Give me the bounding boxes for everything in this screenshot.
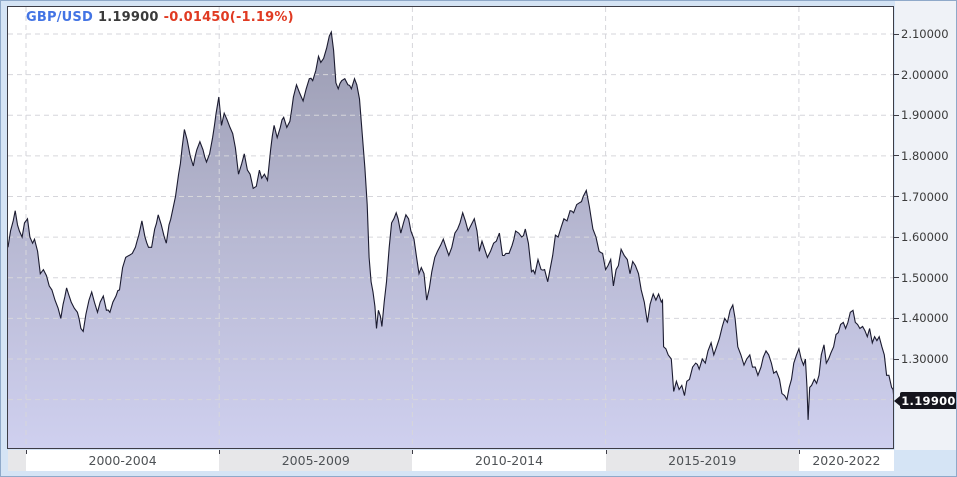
y-axis-label: 1.80000 xyxy=(894,149,949,163)
price-area-fill xyxy=(8,32,893,448)
x-axis-band-2000-2004: 2000-2004 xyxy=(26,450,219,471)
x-axis-band-2005-2009: 2005-2009 xyxy=(219,450,413,471)
x-axis-band-label: 2005-2009 xyxy=(281,453,350,468)
y-axis-label: 1.70000 xyxy=(894,190,949,204)
x-axis-band-label: 2000-2004 xyxy=(88,453,157,468)
y-axis-label-text: 1.70000 xyxy=(901,189,949,204)
y-axis-label: 1.50000 xyxy=(894,271,949,285)
y-axis-label-text: 2.10000 xyxy=(901,27,949,41)
x-axis-band xyxy=(8,450,26,471)
x-axis-band-label: 2015-2019 xyxy=(668,453,737,468)
y-axis-tick xyxy=(894,236,899,238)
y-axis-tick xyxy=(894,317,899,319)
y-axis-label: 1.30000 xyxy=(894,352,949,366)
y-axis-label: 2.10000 xyxy=(894,27,949,41)
plot-area[interactable]: GBP/USD 1.19900 -0.01450(-1.19%) xyxy=(7,6,894,449)
x-axis-band-2010-2014: 2010-2014 xyxy=(412,450,605,471)
y-axis-label: 1.60000 xyxy=(894,230,949,244)
x-axis-band-2020-2022: 2020-2022 xyxy=(799,450,894,471)
y-axis-label-text: 1.50000 xyxy=(901,270,949,285)
y-axis-label-text: 1.80000 xyxy=(901,148,949,163)
x-axis-band-2015-2019: 2015-2019 xyxy=(605,450,799,471)
y-axis-label-text: 1.60000 xyxy=(901,230,949,245)
x-axis-band-label: 2010-2014 xyxy=(474,453,544,468)
y-axis-tick xyxy=(894,196,899,197)
y-axis-label: 1.40000 xyxy=(894,311,949,325)
current-price-badge: 1.19900 xyxy=(894,392,956,410)
x-axis-tick xyxy=(412,450,414,454)
y-axis-tick xyxy=(894,358,899,360)
price-line xyxy=(8,30,893,420)
x-axis-tick xyxy=(605,450,607,454)
y-axis-tick xyxy=(894,74,899,76)
y-axis-label: 1.90000 xyxy=(894,108,949,122)
x-axis-tick xyxy=(26,450,27,454)
y-axis-label-text: 1.40000 xyxy=(901,311,949,326)
gridlines xyxy=(8,7,893,448)
y-axis-tick xyxy=(894,33,899,35)
y-axis-tick xyxy=(894,277,899,279)
time-axis[interactable]: 2000-2004 2005-2009 2010-2014 2015-2019 2020… xyxy=(8,450,894,471)
price-area-chart xyxy=(8,7,893,448)
x-axis-band-label: 2020-2022 xyxy=(812,453,881,468)
x-axis-tick xyxy=(219,450,221,454)
symbol-header: GBP/USD 1.19900 -0.01450(-1.19%) xyxy=(26,10,294,25)
price-change: -0.01450(-1.19%) xyxy=(163,10,294,25)
last-price: 1.19900 xyxy=(97,10,159,25)
y-axis-tick xyxy=(894,155,899,157)
y-axis-label-text: 2.00000 xyxy=(901,67,949,82)
y-axis-label-text: 1.90000 xyxy=(901,108,949,123)
price-axis-strip[interactable] xyxy=(895,1,956,450)
x-axis-tick xyxy=(798,450,800,454)
y-axis-tick xyxy=(894,114,899,116)
y-axis-label-text: 1.30000 xyxy=(901,352,949,366)
symbol-label: GBP/USD xyxy=(26,10,93,25)
current-price-value: 1.19900 xyxy=(901,393,956,408)
y-axis-label: 2.00000 xyxy=(894,68,949,82)
